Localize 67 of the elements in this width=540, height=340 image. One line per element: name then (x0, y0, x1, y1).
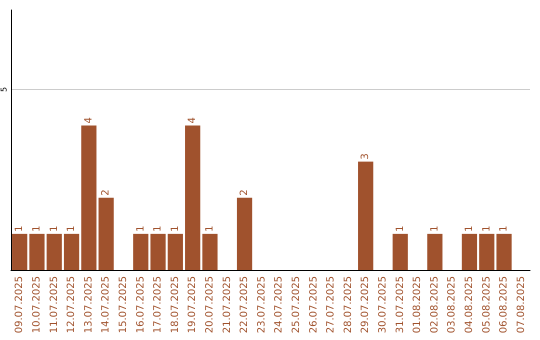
x-tick-label: 20.07.2025 (204, 276, 216, 334)
data-label: 4 (83, 117, 94, 124)
bar (98, 198, 114, 270)
x-tick-label: 05.08.2025 (481, 276, 492, 334)
bar (150, 234, 166, 270)
bar (133, 234, 148, 270)
bar (46, 234, 62, 270)
data-label: 4 (187, 117, 198, 124)
x-tick-label: 09.07.2025 (14, 276, 26, 334)
data-label: 1 (31, 226, 42, 232)
x-tick-label: 27.07.2025 (326, 276, 337, 334)
x-tick-label: 22.07.2025 (239, 276, 250, 334)
x-tick-label: 14.07.2025 (100, 276, 112, 334)
bar (462, 234, 478, 270)
data-label: 1 (464, 226, 475, 232)
bar (496, 234, 512, 270)
x-tick-label: 15.07.2025 (118, 276, 129, 334)
x-tick-label: 23.07.2025 (256, 276, 268, 334)
data-label: 1 (66, 226, 78, 232)
x-tick-label: 29.07.2025 (360, 276, 372, 334)
data-label: 1 (14, 226, 26, 232)
x-tick-label: 31.07.2025 (394, 276, 406, 334)
bar (81, 126, 96, 270)
x-tick-label: 07.08.2025 (516, 276, 527, 334)
x-tick-label: 17.07.2025 (152, 276, 164, 334)
x-tick-label: 10.07.2025 (31, 276, 42, 334)
x-tick-label: 03.08.2025 (446, 276, 458, 334)
x-tick-label: 06.08.2025 (498, 276, 510, 334)
x-tick-label: 18.07.2025 (170, 276, 181, 334)
bar (64, 234, 80, 270)
x-tick-label: 19.07.2025 (187, 276, 198, 334)
data-label: 3 (360, 153, 372, 160)
x-tick-label: 26.07.2025 (308, 276, 320, 334)
bar (12, 234, 28, 270)
x-tick-label: 30.07.2025 (377, 276, 388, 334)
data-label: 1 (204, 226, 216, 232)
bar (202, 234, 218, 270)
bar (29, 234, 45, 270)
y-tick-label: 5 (0, 86, 8, 92)
bar (236, 198, 252, 270)
x-tick-label: 21.07.2025 (222, 276, 233, 334)
x-tick-label: 02.08.2025 (429, 276, 440, 334)
x-tick-label: 04.08.2025 (464, 276, 475, 334)
data-label: 1 (170, 226, 181, 232)
x-tick-label: 12.07.2025 (66, 276, 78, 334)
data-label: 2 (239, 189, 250, 196)
x-tick-label: 16.07.2025 (135, 276, 146, 334)
data-label: 1 (429, 226, 440, 232)
data-label: 1 (481, 226, 492, 232)
data-label: 2 (100, 189, 112, 196)
x-tick-label: 25.07.2025 (290, 276, 302, 334)
data-label: 1 (48, 226, 60, 232)
data-label: 1 (135, 226, 146, 232)
bar (168, 234, 183, 270)
bar (479, 234, 494, 270)
x-tick-label: 01.08.2025 (412, 276, 424, 334)
data-label: 1 (394, 226, 406, 232)
x-tick-label: 28.07.2025 (342, 276, 354, 334)
data-label: 1 (152, 226, 164, 232)
bar (185, 126, 200, 270)
bar (427, 234, 442, 270)
data-label: 1 (498, 226, 510, 232)
bar (358, 162, 374, 270)
x-tick-label: 24.07.2025 (274, 276, 285, 334)
x-tick-label: 11.07.2025 (48, 276, 60, 334)
bar (392, 234, 408, 270)
x-tick-label: 13.07.2025 (83, 276, 94, 334)
